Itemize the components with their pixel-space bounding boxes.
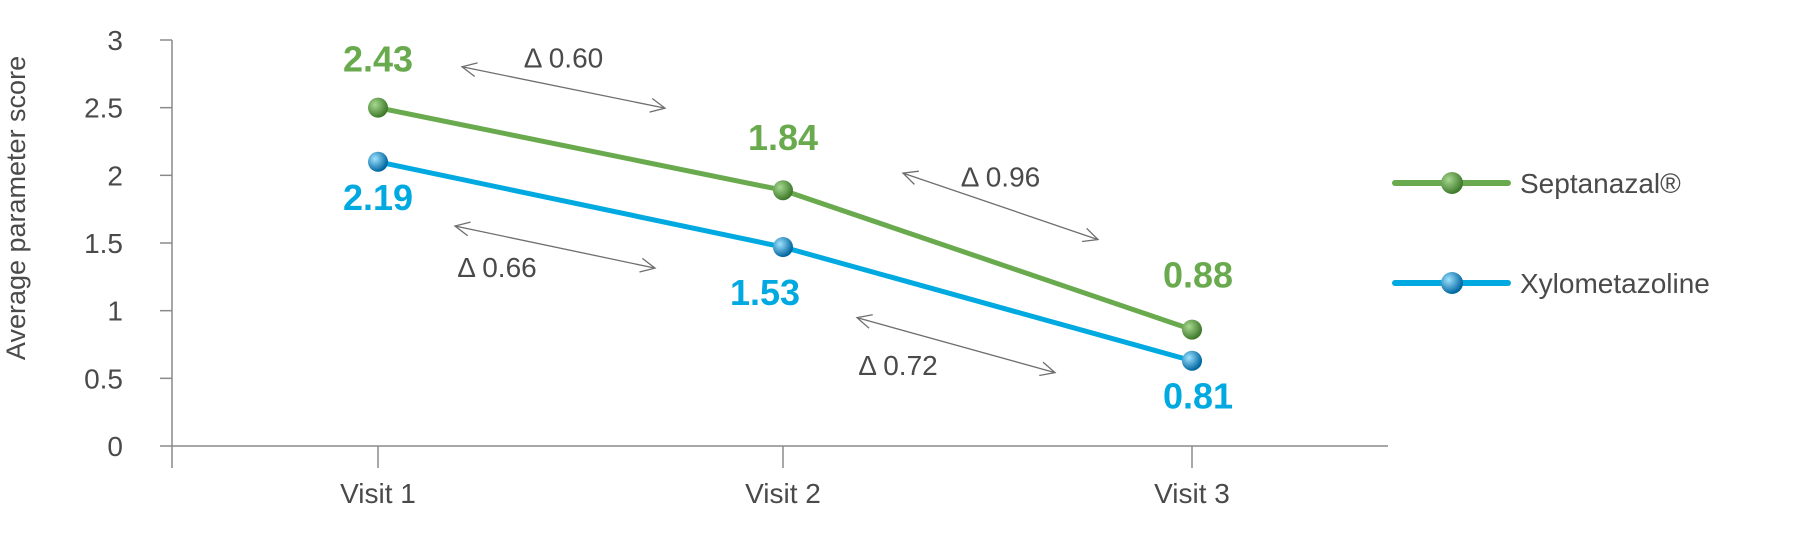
delta-label: Δ 0.60 xyxy=(524,42,603,73)
value-labels: 2.43 1.84 0.88 2.19 1.53 0.81 xyxy=(343,39,1233,417)
x-tick-label: Visit 1 xyxy=(340,478,416,509)
y-tick-label: 2.5 xyxy=(84,93,123,124)
delta-arrow xyxy=(460,62,667,113)
y-tick-label: 2 xyxy=(107,160,123,191)
legend: Septanazal® Xylometazoline xyxy=(1392,168,1710,299)
legend-item: Xylometazoline xyxy=(1392,268,1710,299)
axes xyxy=(171,40,1388,468)
y-tick-label: 0 xyxy=(107,431,123,462)
delta-annotations: Δ 0.60 Δ 0.96 Δ 0.66 Δ 0.72 xyxy=(453,42,1100,381)
delta-arrow xyxy=(901,170,1100,243)
y-axis-title: Average parameter score xyxy=(1,56,31,360)
x-tick-label: Visit 2 xyxy=(745,478,821,509)
value-label: 2.43 xyxy=(343,39,413,80)
legend-swatch-marker xyxy=(1441,172,1463,194)
y-tick-label: 1 xyxy=(107,296,123,327)
value-label: 2.19 xyxy=(343,177,413,218)
legend-item: Septanazal® xyxy=(1392,168,1681,199)
x-tick-label: Visit 3 xyxy=(1154,478,1230,509)
data-point xyxy=(1182,350,1202,371)
y-ticks: 0 0.5 1 1.5 2 2.5 3 xyxy=(84,25,172,462)
delta-arrow xyxy=(453,221,657,273)
data-point xyxy=(773,237,793,258)
value-label: 0.88 xyxy=(1163,255,1233,296)
x-ticks: Visit 1 Visit 2 Visit 3 xyxy=(340,446,1230,509)
y-tick-label: 0.5 xyxy=(84,363,123,394)
value-label: 1.53 xyxy=(730,272,800,313)
y-tick-label: 3 xyxy=(107,25,123,56)
legend-label: Xylometazoline xyxy=(1520,268,1710,299)
delta-label: Δ 0.66 xyxy=(457,252,536,283)
delta-arrow xyxy=(855,314,1057,377)
delta-label: Δ 0.72 xyxy=(858,350,937,381)
data-point xyxy=(773,180,793,201)
data-point xyxy=(1182,319,1202,340)
value-label: 1.84 xyxy=(748,117,818,158)
legend-label: Septanazal® xyxy=(1520,168,1681,199)
y-tick-label: 1.5 xyxy=(84,228,123,259)
data-point xyxy=(368,151,388,172)
delta-label: Δ 0.96 xyxy=(961,161,1040,192)
value-label: 0.81 xyxy=(1163,376,1233,417)
series-markers xyxy=(368,97,1202,371)
data-point xyxy=(368,97,388,118)
legend-swatch-marker xyxy=(1441,272,1463,294)
